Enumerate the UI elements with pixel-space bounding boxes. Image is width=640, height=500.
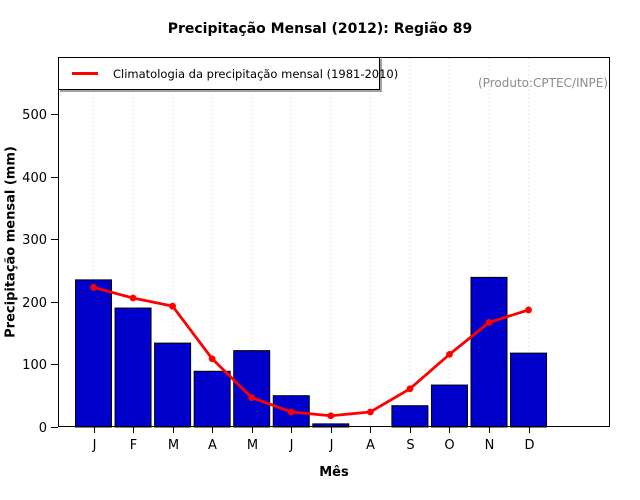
y-tick-label: 400 [22,171,47,186]
climatology-point-5 [248,394,256,401]
y-tick-label: 100 [22,358,47,373]
y-tick-label: 500 [22,108,47,123]
climatology-point-4 [208,355,216,363]
x-tick-label-8: A [366,438,375,453]
bar-S-9 [391,405,429,428]
climatology-point-7 [327,412,335,420]
x-tick-label-1: J [92,438,97,453]
climatology-point-10 [446,350,453,358]
climatology-point-6 [287,408,295,416]
y-tick-label: 300 [22,233,47,248]
bar-M-3 [154,342,192,428]
bar-N-11 [470,276,508,428]
x-tick-label-5: M [247,438,258,453]
y-tick-label: 0 [39,421,47,436]
bar-J-1 [75,279,112,428]
legend-label: Climatologia da precipitação mensal (198… [113,66,399,81]
y-axis-title: Precipitação mensal (mm) [3,146,19,338]
x-tick-label-3: M [168,438,179,453]
x-tick-label-11: N [485,438,495,453]
x-tick-label-7: J [329,438,334,453]
climatology-point-1 [90,283,97,291]
x-tick-label-10: O [444,438,454,453]
bar-O-10 [430,384,468,428]
x-tick-label-2: F [130,438,137,453]
bar-A-4 [193,370,231,428]
chart-title: Precipitação Mensal (2012): Região 89 [167,21,473,37]
legend-line-swatch-icon [72,72,98,75]
x-tick-label-6: J [289,438,294,453]
climatology-point-8 [366,408,374,416]
climatology-line [92,285,530,418]
climatology-point-12 [525,306,532,314]
climatology-point-11 [485,319,493,326]
bar-D-12 [510,352,548,428]
y-tick-label: 200 [22,296,47,311]
bar-F-2 [114,307,152,428]
x-tick-label-9: S [406,438,414,453]
x-tick-label-4: A [208,438,217,453]
producer-annotation: (Produto:CPTEC/INPE) [478,76,608,90]
x-axis-title: Mês [319,465,349,480]
climatology-point-3 [169,302,177,310]
legend-box: Climatologia da precipitação mensal (198… [58,57,398,90]
x-tick-label-12: D [524,438,534,453]
climatology-point-9 [406,385,414,393]
bar-M-5 [233,350,271,428]
climatology-point-2 [129,294,137,302]
